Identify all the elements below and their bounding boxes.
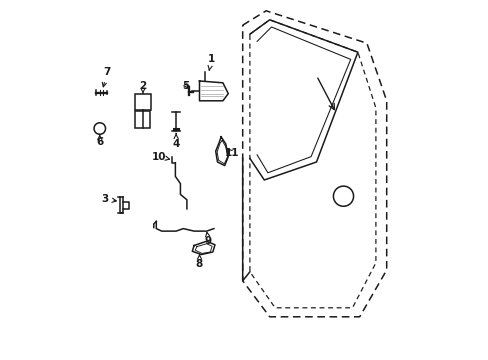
Text: 10: 10	[151, 152, 169, 162]
Bar	[135, 111, 149, 128]
Text: 6: 6	[96, 134, 103, 147]
Text: 3: 3	[101, 194, 116, 204]
Text: 11: 11	[224, 148, 239, 158]
Text: 2: 2	[139, 81, 146, 94]
Bar	[134, 94, 151, 110]
Text: 7: 7	[102, 67, 110, 87]
Text: 5: 5	[182, 81, 189, 91]
Text: 1: 1	[207, 54, 215, 70]
Text: 9: 9	[204, 232, 212, 246]
Text: 4: 4	[172, 134, 180, 149]
Text: 8: 8	[196, 255, 203, 269]
